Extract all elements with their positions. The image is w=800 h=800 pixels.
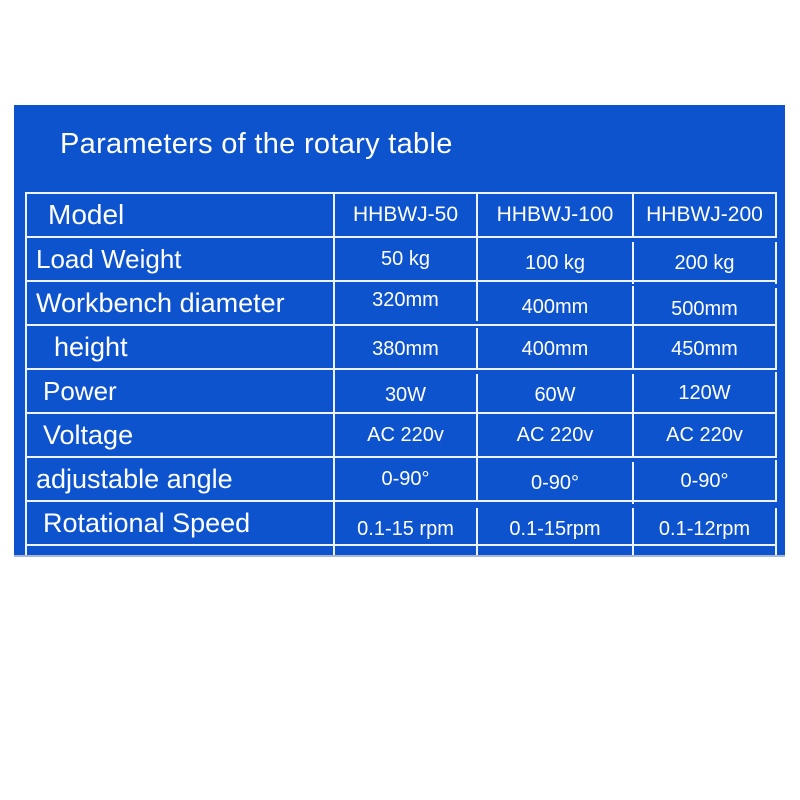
parameters-panel: Parameters of the rotary table Model HHB… <box>14 105 785 555</box>
value-rotational-speed-col1: 0.1-15 rpm <box>335 508 478 550</box>
label-power: Power <box>27 370 335 412</box>
label-load-weight: Load Weight <box>27 238 335 280</box>
value-workbench-diameter-col3: 500mm <box>634 288 777 330</box>
label-voltage: Voltage <box>27 414 335 456</box>
label-height: height <box>27 326 335 368</box>
label-rotational-speed: Rotational Speed <box>27 502 335 544</box>
cutoff-cell <box>27 546 335 555</box>
value-rotational-speed-col2: 0.1-15rpm <box>478 508 634 550</box>
header-hhbwj-100: HHBWJ-100 <box>478 194 634 236</box>
value-voltage-col1: AC 220v <box>335 414 478 456</box>
table-header-row: Model HHBWJ-50 HHBWJ-100 HHBWJ-200 <box>27 194 777 238</box>
value-load-weight-col1: 50 kg <box>335 238 478 280</box>
row-voltage: Voltage AC 220v AC 220v AC 220v <box>27 414 777 458</box>
label-adjustable-angle: adjustable angle <box>27 458 335 500</box>
panel-title: Parameters of the rotary table <box>60 128 453 160</box>
value-power-col1: 30W <box>335 374 478 416</box>
row-workbench-diameter: Workbench diameter 320mm 400mm 500mm <box>27 279 777 330</box>
value-load-weight-col2: 100 kg <box>478 242 634 284</box>
value-adjustable-angle-col1: 0-90° <box>335 458 478 500</box>
row-rotational-speed: Rotational Speed 0.1-15 rpm 0.1-15rpm 0.… <box>27 502 777 550</box>
parameters-table: Model HHBWJ-50 HHBWJ-100 HHBWJ-200 Load … <box>25 192 777 555</box>
value-height-col2: 400mm <box>478 328 634 370</box>
value-voltage-col2: AC 220v <box>478 414 634 456</box>
value-power-col3: 120W <box>634 372 777 414</box>
value-workbench-diameter-col1: 320mm <box>335 279 478 321</box>
cutoff-cell <box>478 546 634 555</box>
value-height-col1: 380mm <box>335 328 478 370</box>
value-adjustable-angle-col2: 0-90° <box>478 462 634 504</box>
cutoff-cell <box>634 546 777 555</box>
cutoff-cell <box>335 546 478 555</box>
value-workbench-diameter-col2: 400mm <box>478 286 634 328</box>
header-model-cell: Model <box>27 194 335 236</box>
row-load-weight: Load Weight 50 kg 100 kg 200 kg <box>27 238 777 284</box>
value-adjustable-angle-col3: 0-90° <box>634 460 777 502</box>
row-power: Power 30W 60W 120W <box>27 370 777 416</box>
row-adjustable-angle: adjustable angle 0-90° 0-90° 0-90° <box>27 458 777 504</box>
header-hhbwj-50: HHBWJ-50 <box>335 194 478 236</box>
label-workbench-diameter: Workbench diameter <box>27 282 335 324</box>
row-height: height 380mm 400mm 450mm <box>27 326 777 370</box>
value-height-col3: 450mm <box>634 328 777 370</box>
value-load-weight-col3: 200 kg <box>634 242 777 284</box>
cutoff-partial-row <box>27 546 777 555</box>
header-hhbwj-200: HHBWJ-200 <box>634 194 777 236</box>
value-power-col2: 60W <box>478 374 634 416</box>
value-rotational-speed-col3: 0.1-12rpm <box>634 508 777 550</box>
value-voltage-col3: AC 220v <box>634 414 777 456</box>
